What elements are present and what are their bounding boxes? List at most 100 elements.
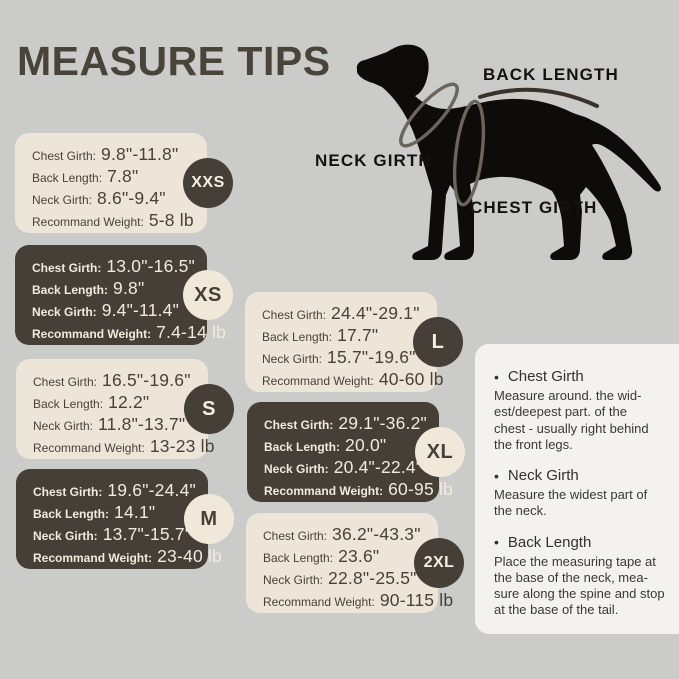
back-length-value: 12.2" — [108, 392, 150, 412]
back-length-field-label: Back Length: — [32, 283, 109, 297]
size-badge: XXS — [183, 158, 233, 208]
neck-girth-value: 13.7"-15.7" — [102, 524, 192, 544]
weight-value: 13-23 lb — [149, 436, 215, 456]
back-length-row: Back Length: 20.0" — [264, 435, 439, 457]
chest-girth-value: 16.5"-19.6" — [102, 370, 191, 390]
size-card-2xl: Chest Girth: 36.2"-43.3" Back Length: 23… — [246, 513, 464, 613]
dog-diagram — [330, 25, 679, 275]
chest-girth-field-label: Chest Girth: — [33, 485, 103, 499]
back-length-row: Back Length: 23.6" — [263, 546, 438, 568]
tip-item: • Chest Girth Measure around. the wid- e… — [494, 368, 679, 453]
chest-girth-value: 36.2"-43.3" — [332, 524, 421, 544]
weight-row: Recommand Weight: 90-115 lb — [263, 590, 453, 612]
weight-field-label: Recommand Weight: — [33, 441, 145, 455]
neck-girth-row: Neck Girth: 13.7"-15.7" — [33, 524, 208, 546]
weight-field-label: Recommand Weight: — [32, 327, 152, 341]
bullet-icon: • — [494, 368, 499, 385]
back-length-row: Back Length: 12.2" — [33, 392, 208, 414]
chest-girth-row: Chest Girth: 19.6"-24.4" — [33, 480, 208, 502]
back-length-line — [478, 87, 599, 108]
dog-diagram-svg — [356, 44, 661, 260]
back-length-field-label: Back Length: — [263, 551, 334, 565]
back-length-value: 20.0" — [345, 435, 387, 455]
weight-row: Recommand Weight: 23-40 lb — [33, 546, 222, 568]
size-badge: M — [184, 494, 234, 544]
tip-heading-row: • Neck Girth — [494, 467, 679, 484]
neck-girth-field-label: Neck Girth: — [264, 462, 329, 476]
tip-heading: Chest Girth — [507, 368, 584, 385]
chest-girth-row: Chest Girth: 36.2"-43.3" — [263, 524, 438, 546]
size-card-l: Chest Girth: 24.4"-29.1" Back Length: 17… — [245, 292, 463, 392]
back-length-value: 23.6" — [338, 546, 380, 566]
weight-value: 40-60 lb — [378, 369, 444, 389]
neck-girth-field-label: Neck Girth: — [33, 529, 98, 543]
back-length-field-label: Back Length: — [32, 171, 103, 185]
bullet-icon: • — [494, 467, 499, 484]
neck-girth-field-label: Neck Girth: — [262, 352, 323, 366]
size-card-xxs: Chest Girth: 9.8"-11.8" Back Length: 7.8… — [15, 133, 233, 233]
page-title: MEASURE TIPS — [17, 38, 331, 84]
chest-girth-row: Chest Girth: 29.1"-36.2" — [264, 413, 439, 435]
weight-row: Recommand Weight: 7.4-14 lb — [32, 322, 226, 344]
chest-girth-field-label: Chest Girth: — [32, 149, 97, 163]
neck-girth-line — [399, 82, 459, 148]
weight-field-label: Recommand Weight: — [264, 484, 384, 498]
tips-panel: • Chest Girth Measure around. the wid- e… — [475, 344, 679, 634]
chest-girth-value: 19.6"-24.4" — [107, 480, 196, 500]
chest-girth-field-label: Chest Girth: — [33, 375, 98, 389]
tip-heading: Neck Girth — [507, 467, 579, 484]
chest-girth-value: 13.0"-16.5" — [106, 256, 195, 276]
weight-field-label: Recommand Weight: — [33, 551, 153, 565]
neck-girth-value: 20.4"-22.4" — [333, 457, 423, 477]
neck-girth-value: 8.6"-9.4" — [97, 188, 166, 208]
back-length-row: Back Length: 17.7" — [262, 325, 437, 347]
chest-girth-row: Chest Girth: 13.0"-16.5" — [32, 256, 207, 278]
weight-row: Recommand Weight: 60-95 lb — [264, 479, 453, 501]
chest-girth-label: CHEST GIRTH — [470, 198, 598, 217]
tip-heading-row: • Chest Girth — [494, 368, 679, 385]
back-length-value: 17.7" — [337, 325, 379, 345]
back-length-field-label: Back Length: — [33, 397, 104, 411]
bullet-icon: • — [494, 534, 499, 550]
back-length-value: 7.8" — [107, 166, 139, 186]
chest-girth-row: Chest Girth: 24.4"-29.1" — [262, 303, 437, 325]
back-length-value: 9.8" — [113, 278, 145, 298]
neck-girth-value: 22.8"-25.5" — [328, 568, 417, 588]
neck-girth-field-label: Neck Girth: — [32, 193, 93, 207]
chest-girth-field-label: Chest Girth: — [32, 261, 102, 275]
chest-girth-field-label: Chest Girth: — [264, 418, 334, 432]
neck-girth-row: Neck Girth: 20.4"-22.4" — [264, 457, 439, 479]
size-badge: L — [413, 317, 463, 367]
weight-field-label: Recommand Weight: — [263, 595, 375, 609]
neck-girth-value: 15.7"-19.6" — [327, 347, 416, 367]
back-length-field-label: Back Length: — [262, 330, 333, 344]
neck-girth-value: 11.8"-13.7" — [98, 414, 186, 434]
neck-girth-field-label: Neck Girth: — [263, 573, 324, 587]
chest-girth-field-label: Chest Girth: — [263, 529, 328, 543]
weight-value: 90-115 lb — [379, 590, 454, 610]
chest-girth-row: Chest Girth: 16.5"-19.6" — [33, 370, 208, 392]
chest-girth-field-label: Chest Girth: — [262, 308, 327, 322]
weight-value: 60-95 lb — [388, 479, 453, 499]
tip-body: Measure around. the wid- est/deepest par… — [494, 388, 649, 452]
weight-field-label: Recommand Weight: — [32, 215, 144, 229]
chest-girth-row: Chest Girth: 9.8"-11.8" — [32, 144, 207, 166]
back-length-field-label: Back Length: — [33, 507, 110, 521]
size-card-s: Chest Girth: 16.5"-19.6" Back Length: 12… — [16, 359, 234, 459]
neck-girth-field-label: Neck Girth: — [33, 419, 94, 433]
chest-girth-value: 29.1"-36.2" — [338, 413, 427, 433]
size-card-m: Chest Girth: 19.6"-24.4" Back Length: 14… — [16, 469, 234, 569]
tip-heading: Back Length — [507, 533, 592, 551]
weight-value: 7.4-14 lb — [156, 322, 227, 342]
size-card-xs: Chest Girth: 13.0"-16.5" Back Length: 9.… — [15, 245, 233, 345]
size-badge: XS — [183, 270, 233, 320]
back-length-label: BACK LENGTH — [483, 65, 619, 84]
neck-girth-label: NECK GIRTH — [315, 151, 432, 170]
dog-silhouette — [356, 44, 661, 260]
weight-row: Recommand Weight: 13-23 lb — [33, 436, 214, 458]
tip-heading-row: • Back Length — [494, 534, 679, 551]
neck-girth-row: Neck Girth: 8.6"-9.4" — [32, 188, 207, 210]
weight-row: Recommand Weight: 40-60 lb — [262, 369, 443, 391]
neck-girth-row: Neck Girth: 22.8"-25.5" — [263, 568, 438, 590]
